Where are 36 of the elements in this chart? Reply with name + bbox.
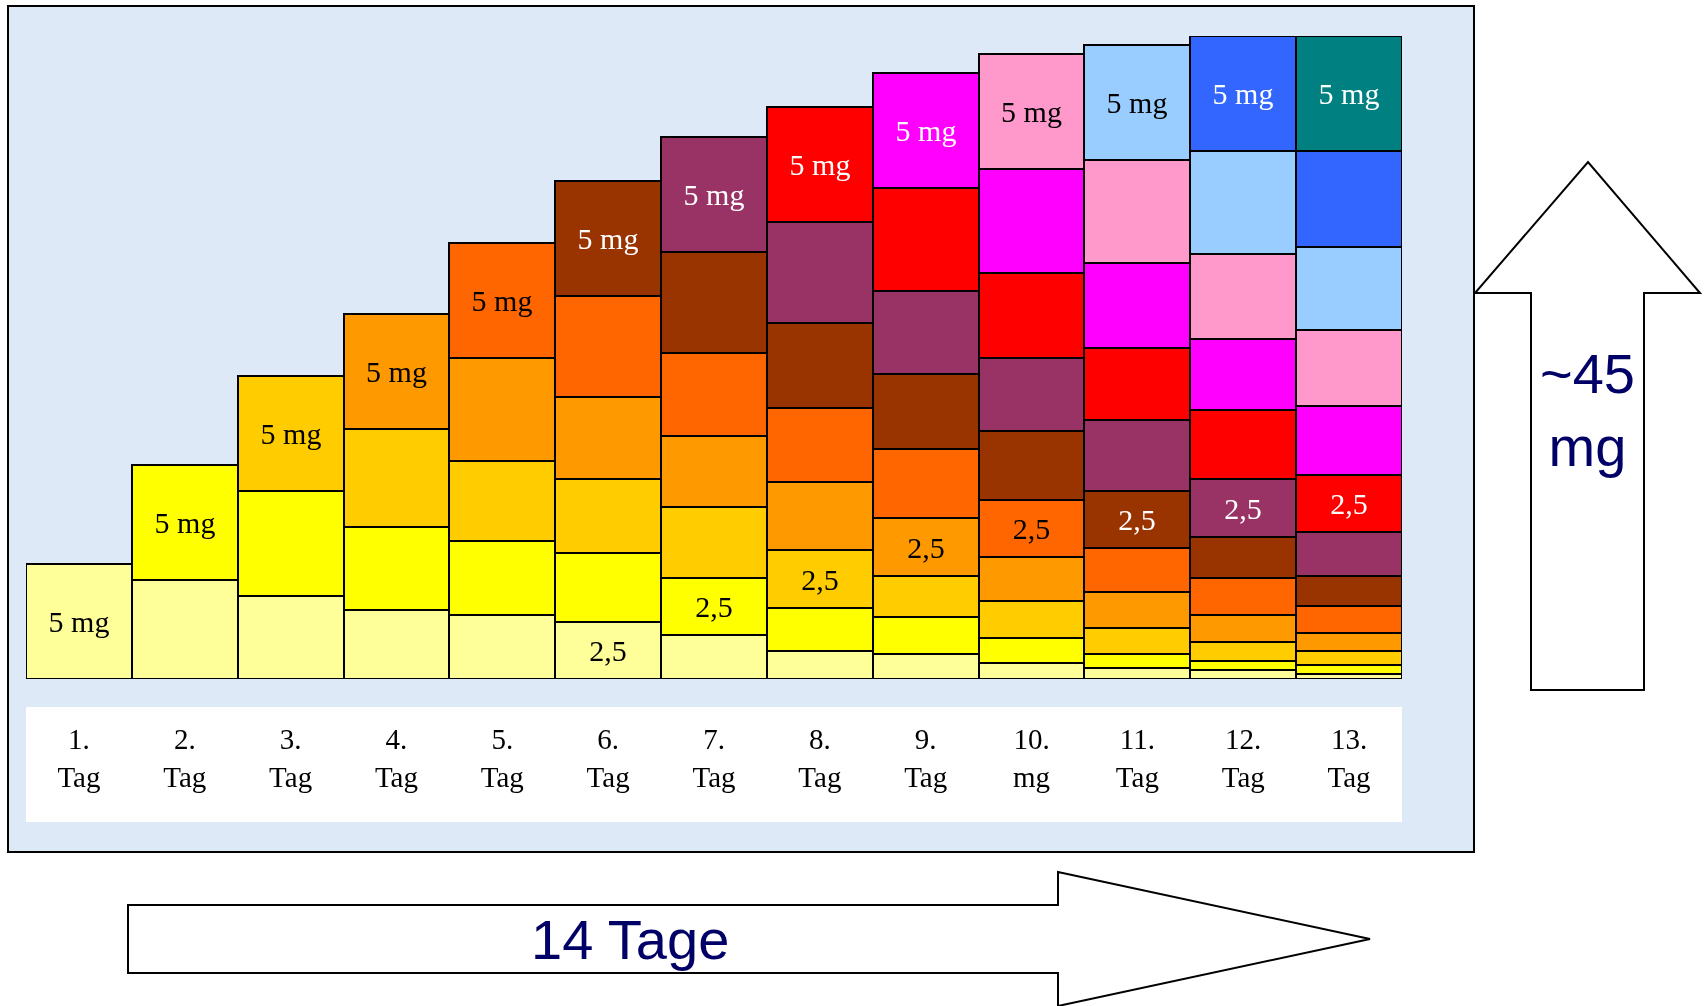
data-label: 5 mg xyxy=(260,417,322,450)
x-tick-label: 8. Tag xyxy=(798,723,842,793)
text: ~45 mg xyxy=(1540,342,1635,478)
data-label: 5 mg xyxy=(683,178,745,211)
data-label: 2,5 xyxy=(589,634,627,667)
data-label: 2,5 xyxy=(1330,487,1368,520)
x-tick-label: 13. Tag xyxy=(1327,723,1371,793)
x-tick-label: 3. Tag xyxy=(269,723,313,793)
data-label: 5 mg xyxy=(154,506,216,539)
data-label: 5 mg xyxy=(895,114,957,147)
x-tick-label: 5. Tag xyxy=(480,723,524,793)
data-label: 5 mg xyxy=(48,605,110,638)
x-tick-label: 12. Tag xyxy=(1221,723,1265,793)
x-tick-label: 9. Tag xyxy=(904,723,948,793)
x-tick-label: 4. Tag xyxy=(374,723,418,793)
data-label: 5 mg xyxy=(471,284,533,317)
data-label: 5 mg xyxy=(577,222,639,255)
data-label: 2,5 xyxy=(1118,503,1156,536)
x-tick-label: 11. Tag xyxy=(1115,723,1159,793)
data-label: 2,5 xyxy=(801,562,839,596)
x-tick-label: 10. mg xyxy=(1013,723,1051,793)
data-label: 5 mg xyxy=(1212,77,1274,110)
data-label: 2,5 xyxy=(695,590,733,623)
data-label: 5 mg xyxy=(1318,77,1380,110)
data-label: 2,5 xyxy=(1224,491,1262,525)
x-tick-label: 7. Tag xyxy=(692,723,736,793)
x-tick-label: 2. Tag xyxy=(163,723,207,793)
text: 14 Tage xyxy=(531,908,730,971)
data-label: 2,5 xyxy=(1012,512,1051,545)
data-label: 5 mg xyxy=(366,355,427,388)
data-label: 2,5 xyxy=(907,530,945,564)
x-tick-label: 1. Tag xyxy=(57,723,101,793)
x-tick-label: 6. Tag xyxy=(586,723,630,793)
data-label: 5 mg xyxy=(1106,86,1168,119)
data-label: 5 mg xyxy=(1001,95,1062,128)
data-label: 5 mg xyxy=(789,148,851,181)
